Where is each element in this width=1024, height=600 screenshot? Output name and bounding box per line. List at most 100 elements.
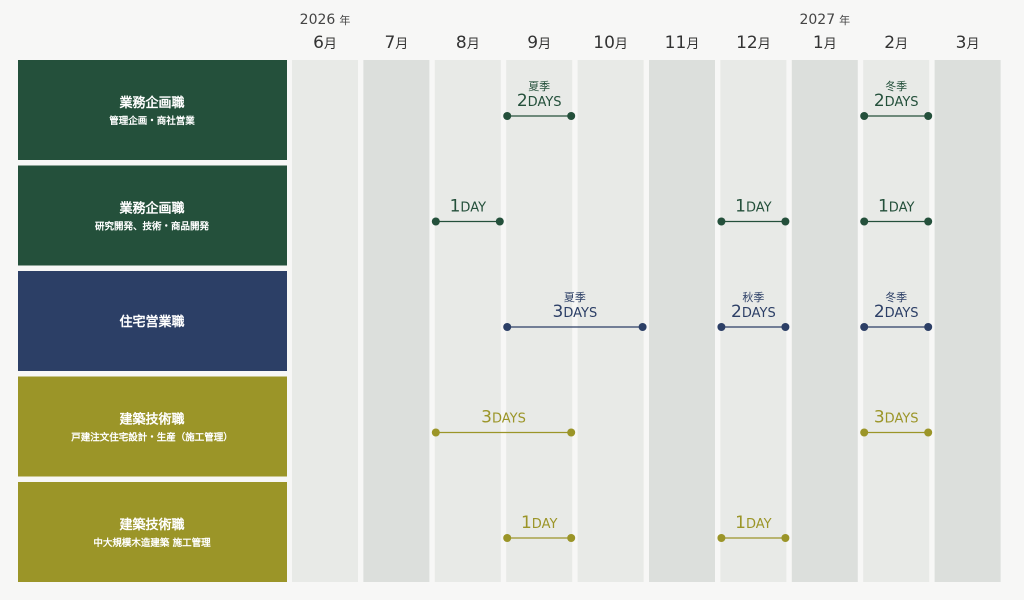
event-length: 3DAYS — [481, 408, 526, 428]
event-season: 夏季 — [564, 291, 586, 304]
event-start — [503, 534, 512, 542]
event-start — [860, 428, 869, 437]
event-count: 1 — [521, 513, 532, 533]
event-unit: DAY — [460, 201, 486, 216]
month-label: 12月 — [736, 33, 771, 53]
event-length: 1DAY — [450, 197, 486, 217]
month-unit: 月 — [824, 37, 837, 52]
event-unit: DAY — [746, 201, 772, 216]
event-unit: DAYS — [885, 95, 919, 110]
month-unit: 月 — [967, 37, 980, 52]
month-number: 6 — [313, 33, 324, 53]
event-start — [431, 217, 440, 226]
row-label-box — [18, 271, 287, 371]
event-end — [567, 428, 576, 437]
row-subtitle: 研究開発、技術・商品開発 — [95, 221, 210, 233]
month-label: 11月 — [665, 33, 700, 53]
year-unit: 年 — [839, 13, 850, 27]
event-start — [717, 217, 726, 226]
event-length: 1DAY — [735, 513, 771, 533]
event-count: 2 — [874, 91, 885, 111]
event-length: 1DAY — [735, 197, 771, 217]
row-title: 業務企画職 — [118, 95, 184, 111]
event-unit: DAYS — [885, 306, 919, 321]
event-count: 2 — [874, 302, 885, 322]
event-end — [781, 534, 790, 542]
month-unit: 月 — [615, 37, 628, 52]
event-start — [860, 323, 869, 331]
event-end — [924, 323, 933, 331]
month-label: 1月 — [813, 33, 837, 53]
month-label: 7月 — [384, 33, 408, 53]
event-length: 2DAYS — [874, 302, 919, 322]
event-start — [717, 323, 726, 331]
month-number: 12 — [736, 33, 758, 53]
row-label-box — [18, 165, 287, 266]
event-length: 3DAYS — [874, 408, 919, 428]
event-start — [503, 323, 512, 331]
month-label: 6月 — [313, 33, 337, 53]
row-subtitle: 戸建注文住宅設計・生産（施工管理） — [71, 432, 233, 444]
event-unit: DAYS — [528, 95, 562, 110]
year-number: 2026 — [300, 12, 336, 28]
event-count: 3 — [481, 408, 492, 428]
event-end — [781, 323, 790, 331]
month-unit: 月 — [895, 37, 908, 52]
month-column — [649, 60, 715, 582]
month-number: 1 — [813, 33, 824, 53]
row-label-box — [18, 482, 287, 582]
month-number: 2 — [884, 33, 895, 53]
row-label-box — [18, 376, 287, 477]
event-unit: DAYS — [492, 412, 526, 427]
month-number: 11 — [665, 33, 687, 53]
row-title: 業務企画職 — [118, 201, 184, 217]
event-start — [717, 534, 726, 542]
event-end — [567, 112, 576, 120]
event-unit: DAYS — [563, 306, 597, 321]
event-length: 2DAYS — [731, 302, 776, 322]
month-column — [434, 60, 501, 582]
event-count: 3 — [553, 302, 564, 322]
event-end — [638, 323, 647, 331]
event-length: 1DAY — [878, 197, 914, 217]
month-unit: 月 — [686, 37, 699, 52]
month-column — [577, 60, 644, 582]
month-unit: 月 — [758, 37, 771, 52]
month-number: 10 — [593, 33, 615, 53]
event-unit: DAY — [746, 517, 772, 532]
row-subtitle: 管理企画・商社営業 — [109, 115, 195, 127]
month-label: 2月 — [884, 33, 908, 53]
year-label: 2027 年 — [799, 12, 850, 28]
year-unit: 年 — [339, 13, 350, 27]
year-number: 2027 — [799, 12, 835, 28]
month-column — [363, 60, 430, 582]
event-season: 夏季 — [528, 80, 550, 93]
event-length: 1DAY — [521, 513, 557, 533]
month-column — [791, 60, 858, 582]
event-unit: DAYS — [742, 306, 776, 321]
event-season: 秋季 — [742, 290, 764, 304]
event-count: 1 — [878, 197, 889, 217]
event-count: 1 — [735, 197, 746, 217]
month-label: 8月 — [456, 33, 480, 53]
event-start — [503, 112, 512, 120]
month-label: 3月 — [956, 33, 980, 53]
year-label: 2026 年 — [300, 12, 351, 28]
row-title: 建築技術職 — [119, 517, 184, 533]
event-end — [567, 534, 576, 542]
event-unit: DAYS — [885, 412, 919, 427]
month-number: 7 — [384, 33, 395, 53]
event-start — [431, 428, 440, 437]
event-count: 1 — [735, 513, 746, 533]
event-unit: DAY — [889, 201, 915, 216]
month-unit: 月 — [395, 37, 408, 52]
event-count: 2 — [731, 302, 742, 322]
event-length: 2DAYS — [874, 91, 919, 111]
event-length: 2DAYS — [517, 91, 562, 111]
month-column — [292, 60, 358, 582]
event-season: 冬季 — [885, 79, 907, 93]
event-end — [495, 217, 504, 226]
event-count: 2 — [517, 91, 528, 111]
event-start — [860, 217, 869, 226]
